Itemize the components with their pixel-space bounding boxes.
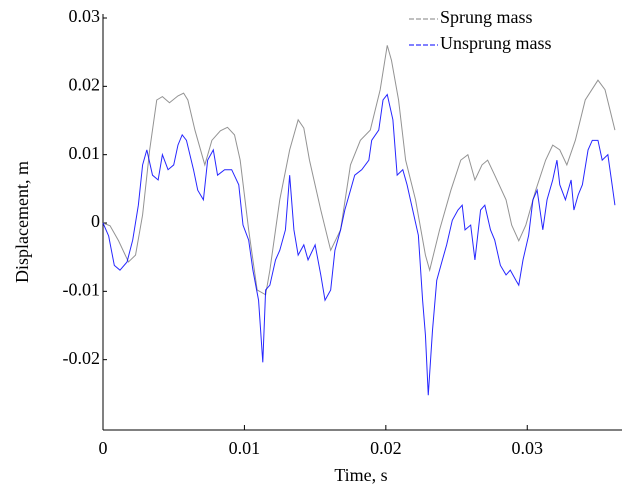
y-axis-label: Displacement, m [12,161,32,283]
y-tick-label: -0.02 [63,348,101,368]
series-line [102,45,616,296]
y-tick-label: 0.01 [69,143,101,163]
y-tick-label: 0.03 [69,6,101,26]
legend-label: Unsprung mass [440,33,552,53]
legend-label: Sprung mass [440,7,533,27]
y-tick-label: 0 [91,211,100,231]
y-tick-label: 0.02 [69,74,101,94]
x-tick-label: 0.03 [512,438,544,458]
x-axis-label: Time, s [334,465,387,485]
x-tick-label: 0.02 [370,438,402,458]
x-tick-label: 0.01 [229,438,261,458]
x-tick-label: 0 [99,438,108,458]
series-line [102,93,616,396]
y-tick-label: -0.01 [63,279,101,299]
